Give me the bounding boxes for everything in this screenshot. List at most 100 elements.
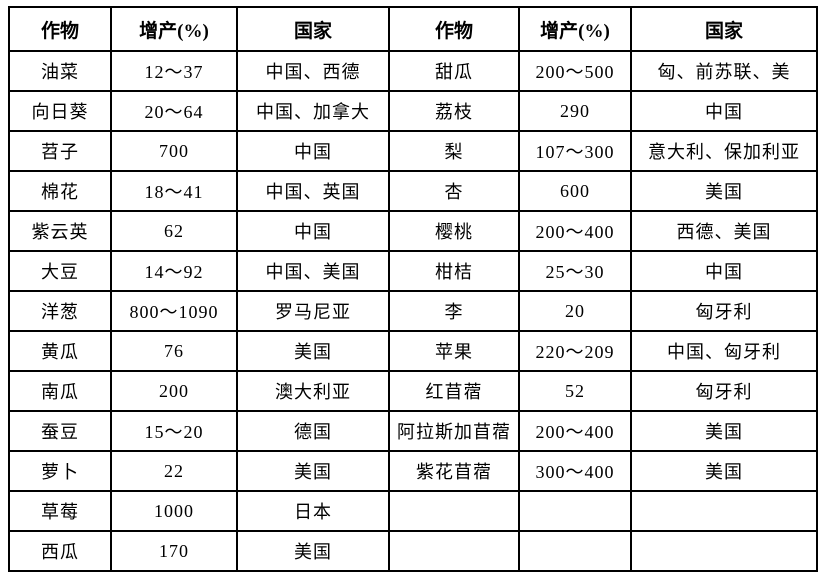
country-cell (630, 530, 818, 572)
yield-percent-cell: 18～41 (110, 170, 238, 212)
crop-name-cell: 西瓜 (8, 530, 112, 572)
yield-percent-cell (518, 490, 632, 532)
country-cell: 中国、加拿大 (236, 90, 390, 132)
table-body: 油菜 12～37 中国、西德 甜瓜 200～500 匈、前苏联、美 向日葵 20～64 中国、加… (8, 50, 818, 572)
yield-percent-cell: 20～64 (110, 90, 238, 132)
header-yield-left: 增产(%) (110, 6, 238, 52)
country-cell: 美国 (236, 530, 390, 572)
table-row: 棉花 18～41 中国、英国杏 600 美国 (8, 170, 818, 212)
yield-percent-cell: 22 (110, 450, 238, 492)
yield-percent-cell: 12～37 (110, 50, 238, 92)
yield-percent-cell: 1000 (110, 490, 238, 532)
country-cell: 中国 (630, 90, 818, 132)
table-header-row: 作物 增产(%) 国家 作物 增产(%) 国家 (8, 6, 818, 52)
yield-percent-cell: 76 (110, 330, 238, 372)
crop-name-cell (388, 530, 520, 572)
header-country-left: 国家 (236, 6, 390, 52)
yield-percent-cell: 220～209 (518, 330, 632, 372)
country-cell: 匈牙利 (630, 370, 818, 412)
country-cell: 美国 (630, 410, 818, 452)
crop-name-cell: 紫云英 (8, 210, 112, 252)
crop-name-cell: 阿拉斯加苜蓿 (388, 410, 520, 452)
yield-percent-cell: 290 (518, 90, 632, 132)
yield-percent-cell: 62 (110, 210, 238, 252)
country-cell: 中国 (630, 250, 818, 292)
crop-name-cell: 洋葱 (8, 290, 112, 332)
crop-name-cell: 荔枝 (388, 90, 520, 132)
yield-percent-cell: 200～500 (518, 50, 632, 92)
yield-percent-cell (518, 530, 632, 572)
crop-name-cell: 甜瓜 (388, 50, 520, 92)
crop-name-cell: 油菜 (8, 50, 112, 92)
table-row: 南瓜 200 澳大利亚 红苜蓿 52 匈牙利 (8, 370, 818, 412)
yield-percent-cell: 200～400 (518, 410, 632, 452)
country-cell: 中国、匈牙利 (630, 330, 818, 372)
header-yield-right: 增产(%) (518, 6, 632, 52)
country-cell: 美国 (630, 450, 818, 492)
yield-percent-cell: 700 (110, 130, 238, 172)
country-cell: 匈、前苏联、美 (630, 50, 818, 92)
country-cell: 美国 (236, 450, 390, 492)
crop-name-cell: 棉花 (8, 170, 112, 212)
yield-percent-cell: 800～1090 (110, 290, 238, 332)
table-row: 草莓 1000 日本 (8, 490, 818, 532)
crop-name-cell: 萝卜 (8, 450, 112, 492)
crop-name-cell: 黄瓜 (8, 330, 112, 372)
table-row: 大豆 14～92 中国、美国 柑桔 25～30 中国 (8, 250, 818, 292)
table-row: 洋葱 800～1090 罗马尼亚李 20 匈牙利 (8, 290, 818, 332)
crop-name-cell: 南瓜 (8, 370, 112, 412)
yield-percent-cell: 52 (518, 370, 632, 412)
crop-name-cell: 蚕豆 (8, 410, 112, 452)
table-row: 苕子 700 中国梨 107～300 意大利、保加利亚 (8, 130, 818, 172)
table-row: 向日葵 20～64 中国、加拿大 荔枝 290 中国 (8, 90, 818, 132)
table-row: 油菜 12～37 中国、西德 甜瓜 200～500 匈、前苏联、美 (8, 50, 818, 92)
table-row: 黄瓜 76 美国 苹果 220～209 中国、匈牙利 (8, 330, 818, 372)
crop-name-cell: 红苜蓿 (388, 370, 520, 412)
crop-name-cell (388, 490, 520, 532)
crop-name-cell: 紫花苜蓿 (388, 450, 520, 492)
country-cell: 中国、西德 (236, 50, 390, 92)
header-crop-right: 作物 (388, 6, 520, 52)
yield-percent-cell: 300～400 (518, 450, 632, 492)
crop-name-cell: 李 (388, 290, 520, 332)
yield-percent-cell: 25～30 (518, 250, 632, 292)
country-cell: 西德、美国 (630, 210, 818, 252)
yield-percent-cell: 200 (110, 370, 238, 412)
country-cell: 日本 (236, 490, 390, 532)
yield-percent-cell: 600 (518, 170, 632, 212)
table-row: 紫云英 62 中国 樱桃 200～400 西德、美国 (8, 210, 818, 252)
yield-percent-cell: 170 (110, 530, 238, 572)
crop-name-cell: 樱桃 (388, 210, 520, 252)
country-cell: 美国 (630, 170, 818, 212)
header-country-right: 国家 (630, 6, 818, 52)
crop-name-cell: 柑桔 (388, 250, 520, 292)
crop-name-cell: 苹果 (388, 330, 520, 372)
country-cell: 澳大利亚 (236, 370, 390, 412)
yield-percent-cell: 14～92 (110, 250, 238, 292)
country-cell: 美国 (236, 330, 390, 372)
country-cell: 德国 (236, 410, 390, 452)
country-cell (630, 490, 818, 532)
crop-name-cell: 苕子 (8, 130, 112, 172)
country-cell: 中国 (236, 210, 390, 252)
yield-percent-cell: 20 (518, 290, 632, 332)
country-cell: 中国、美国 (236, 250, 390, 292)
yield-percent-cell: 107～300 (518, 130, 632, 172)
table-row: 西瓜 170 美国 (8, 530, 818, 572)
yield-percent-cell: 15～20 (110, 410, 238, 452)
country-cell: 意大利、保加利亚 (630, 130, 818, 172)
header-crop-left: 作物 (8, 6, 112, 52)
country-cell: 中国、英国 (236, 170, 390, 212)
table-row: 蚕豆 15～20 德国 阿拉斯加苜蓿 200～400 美国 (8, 410, 818, 452)
country-cell: 匈牙利 (630, 290, 818, 332)
country-cell: 中国 (236, 130, 390, 172)
yield-percent-cell: 200～400 (518, 210, 632, 252)
crop-name-cell: 草莓 (8, 490, 112, 532)
table-row: 萝卜 22 美国 紫花苜蓿 300～400 美国 (8, 450, 818, 492)
crop-yield-table: 作物 增产(%) 国家 作物 增产(%) 国家 油菜 12～37 中国、西德 甜瓜 20… (8, 6, 818, 572)
country-cell: 罗马尼亚 (236, 290, 390, 332)
crop-name-cell: 梨 (388, 130, 520, 172)
crop-name-cell: 向日葵 (8, 90, 112, 132)
crop-name-cell: 大豆 (8, 250, 112, 292)
